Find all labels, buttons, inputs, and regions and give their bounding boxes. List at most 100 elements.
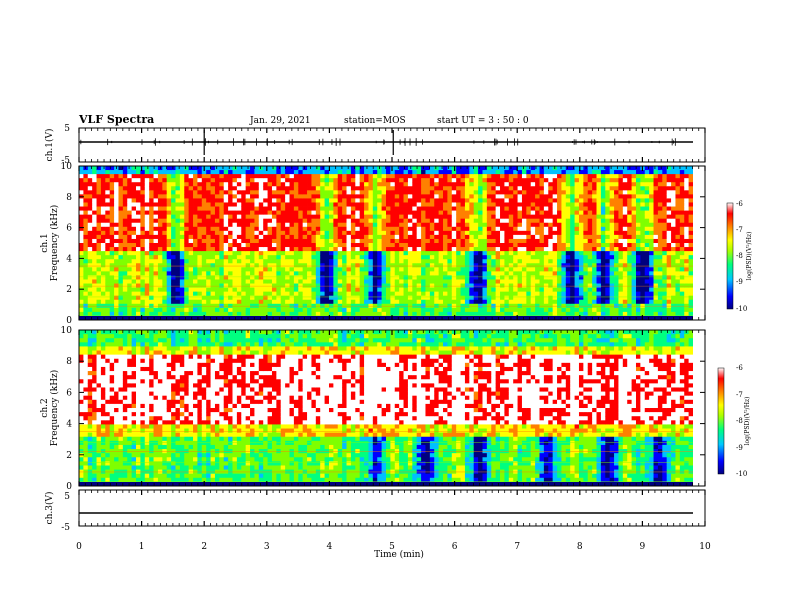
ch1-spectrogram-cell (469, 295, 475, 301)
ch1-spectrogram-cell (578, 190, 584, 195)
ch1-spectrogram-cell (214, 259, 220, 264)
ch1-spectrogram-cell (561, 198, 567, 203)
ch1-spectrogram-cell (491, 311, 497, 317)
ch1-spectrogram-cell (79, 295, 84, 301)
ch1-spectrogram-cell (136, 214, 141, 220)
ch1-spectrogram-cell (232, 202, 238, 207)
ch1-spectrogram-cell (513, 271, 518, 276)
ch1-spectrogram-cell (83, 194, 89, 199)
ch1-spectrogram-cell (451, 255, 457, 260)
ch1-spectrogram-cell (140, 190, 146, 195)
ch1-spectrogram-cell (258, 259, 264, 264)
ch1-spectrogram-cell (513, 206, 518, 211)
ch1-spectrogram-cell (149, 307, 154, 313)
ch1-spectrogram-cell (350, 267, 356, 272)
ch1-spectrogram-cell (87, 311, 93, 317)
ch1-spectrogram-cell (228, 226, 233, 232)
ch1-spectrogram-cell (166, 226, 172, 232)
ch1-spectrogram-cell (469, 311, 475, 317)
ch1-spectrogram-cell (464, 299, 470, 305)
ch1-spectrogram-cell (276, 279, 282, 284)
ch1-spectrogram-cell (162, 226, 168, 232)
ch1-spectrogram-cell (258, 267, 264, 272)
ch1-spectrogram-cell (315, 210, 321, 216)
ch1-spectrogram-cell (280, 186, 286, 191)
ch1-spectrogram-cell (324, 251, 330, 256)
ch1-spectrogram-cell (122, 307, 128, 313)
ch1-spectrogram-cell (153, 166, 159, 171)
ch1-spectrogram-cell (482, 295, 488, 301)
ch1-spectrogram-cell (508, 230, 514, 236)
ch1-spectrogram-cell (605, 166, 611, 171)
ch1-spectrogram-cell (364, 226, 369, 232)
ch1-spectrogram-cell (513, 198, 518, 203)
ch1-spectrogram-cell (267, 287, 273, 293)
ch1-spectrogram-cell (136, 166, 141, 171)
ch1-spectrogram-cell (144, 259, 150, 264)
ch1-spectrogram-cell (491, 190, 497, 195)
ch1-spectrogram-cell (390, 238, 396, 244)
ch1-spectrogram-cell (574, 234, 580, 240)
ch1-spectrogram-cell (557, 275, 562, 280)
ch1-spectrogram-cell (83, 307, 89, 313)
ch1-spectrogram-cell (201, 186, 207, 191)
ch1-spectrogram-cell (640, 267, 646, 272)
ch1-spectrogram-cell (539, 291, 545, 297)
ch1-spectrogram-cell (368, 283, 374, 288)
ch1-spectrogram-cell (92, 214, 97, 220)
ch1-spectrogram-cell (157, 194, 163, 199)
ch1-spectrogram-cell (565, 259, 571, 264)
ch1-spectrogram-cell (127, 166, 133, 171)
ch1-spectrogram-cell (403, 222, 409, 228)
ch1-spectrogram-cell (530, 198, 536, 203)
ch1-spectrogram-cell (250, 259, 255, 264)
ch1-spectrogram-cell (315, 194, 321, 199)
ch1-spectrogram-cell (399, 307, 404, 313)
ch1-spectrogram-cell (228, 271, 233, 276)
ch1-spectrogram-cell (333, 222, 339, 228)
ch1-spectrogram-cell (482, 275, 488, 280)
ch1-spectrogram-cell (460, 170, 466, 175)
ch1-spectrogram-cell (179, 238, 185, 244)
ch1-spectrogram-cell (201, 287, 207, 293)
ch1-spectrogram-cell (631, 186, 637, 191)
ch1-spectrogram-cell (350, 238, 356, 244)
ch1-spectrogram-cell (627, 230, 632, 236)
ch1-spectrogram-cell (236, 234, 242, 240)
ch1-spectrogram-cell (473, 202, 479, 207)
ch1-spectrogram-cell (600, 174, 606, 179)
ch1-spectrogram-cell (184, 255, 190, 260)
ch1-spectrogram-cell (232, 243, 238, 248)
ch1-spectrogram-cell (118, 247, 124, 252)
ch1-spectrogram-cell (118, 287, 124, 293)
ch1-spectrogram-cell (109, 271, 115, 276)
ch1-spectrogram-cell (359, 222, 365, 228)
ch1-spectrogram-cell (140, 311, 146, 317)
ch1-spectrogram-cell (302, 202, 308, 207)
ch1-spectrogram-cell (228, 214, 233, 220)
ch1-spectrogram-cell (561, 234, 567, 240)
ch1-spectrogram-cell (614, 275, 619, 280)
ch1-spectrogram-cell (92, 291, 97, 297)
ch1-spectrogram-cell (136, 271, 141, 276)
ch1-spectrogram-cell (359, 166, 365, 171)
ch1-spectrogram-cell (368, 263, 374, 268)
ch1-spectrogram-cell (394, 247, 400, 252)
ch1-spectrogram-cell (298, 166, 304, 171)
ch1-spectrogram-cell (565, 247, 571, 252)
ch1-spectrogram-cell (473, 263, 479, 268)
ch1-spectrogram-cell (394, 174, 400, 179)
ch1-spectrogram-cell (513, 311, 518, 317)
ch1-spectrogram-cell (162, 230, 168, 236)
ch1-spectrogram-cell (627, 311, 632, 317)
ch1-spectrogram-cell (368, 230, 374, 236)
ch1-spectrogram-cell (543, 299, 549, 305)
ch1-spectrogram-cell (214, 170, 220, 175)
ch1-spectrogram-cell (557, 206, 562, 211)
ch1-spectrogram-cell (443, 263, 448, 268)
ch1-spectrogram-cell (421, 230, 426, 236)
ch1-spectrogram-cell (504, 222, 510, 228)
ch1-spectrogram-cell (258, 186, 264, 191)
ch1-spectrogram-cell (622, 238, 628, 244)
ch1-spectrogram-cell (263, 174, 268, 179)
